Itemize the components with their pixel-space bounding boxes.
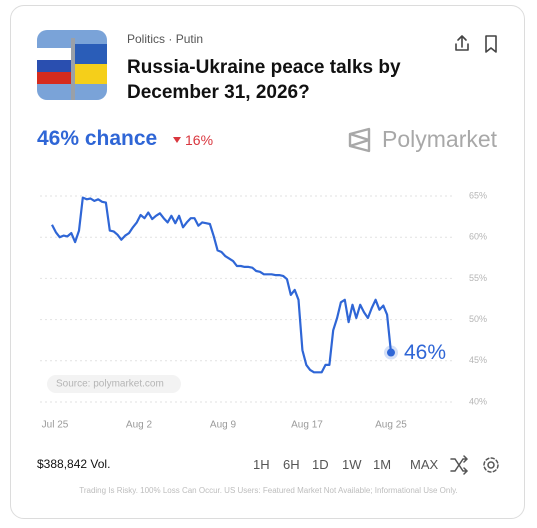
- end-dot: [387, 348, 395, 357]
- market-image: [37, 30, 107, 100]
- y-tick-label: 65%: [469, 190, 487, 200]
- breadcrumb: Politics · Putin: [127, 32, 204, 46]
- source-pill: [47, 375, 181, 393]
- actions: [455, 35, 497, 53]
- range-button[interactable]: MAX: [410, 457, 439, 472]
- y-tick-label: 45%: [469, 355, 487, 365]
- disclaimer: Trading Is Risky. 100% Loss Can Occur. U…: [79, 486, 458, 495]
- x-tick-label: Aug 9: [210, 420, 237, 431]
- x-tick-label: Aug 2: [126, 420, 153, 431]
- x-tick-label: Aug 25: [375, 420, 407, 431]
- range-button[interactable]: 1W: [342, 457, 362, 472]
- category[interactable]: Politics: [127, 32, 166, 46]
- range-button[interactable]: 6H: [283, 457, 300, 472]
- settings-icon[interactable]: [487, 461, 495, 469]
- x-tick-label: Jul 25: [42, 420, 69, 431]
- price-line: [51, 196, 393, 374]
- market-title: Russia-Ukraine peace talks by December 3…: [127, 57, 401, 103]
- range-button[interactable]: 1M: [373, 457, 392, 472]
- headline: 46% chance: [37, 127, 158, 150]
- brand: Polymarket: [382, 126, 498, 152]
- y-tick-label: 40%: [469, 396, 487, 406]
- bookmark-icon[interactable]: [485, 35, 497, 53]
- share-icon[interactable]: [455, 35, 469, 51]
- volume: $388,842 Vol.: [37, 457, 111, 471]
- range-button[interactable]: 1H: [253, 457, 270, 472]
- x-tick-label: Aug 17: [291, 420, 323, 431]
- tag[interactable]: Putin: [175, 32, 204, 46]
- shuffle-icon[interactable]: [450, 455, 469, 475]
- tools: [450, 455, 499, 475]
- down-arrow: [173, 137, 181, 143]
- brand-logo: [348, 127, 371, 153]
- y-tick-label: 50%: [469, 314, 487, 324]
- y-tick-label: 55%: [469, 273, 487, 283]
- y-tick-label: 60%: [469, 232, 487, 242]
- change: 16%: [185, 132, 214, 148]
- source: Source: polymarket.com: [56, 379, 164, 390]
- range-button[interactable]: 1D: [312, 457, 329, 472]
- end-label: 46%: [404, 341, 446, 364]
- card: [10, 5, 525, 519]
